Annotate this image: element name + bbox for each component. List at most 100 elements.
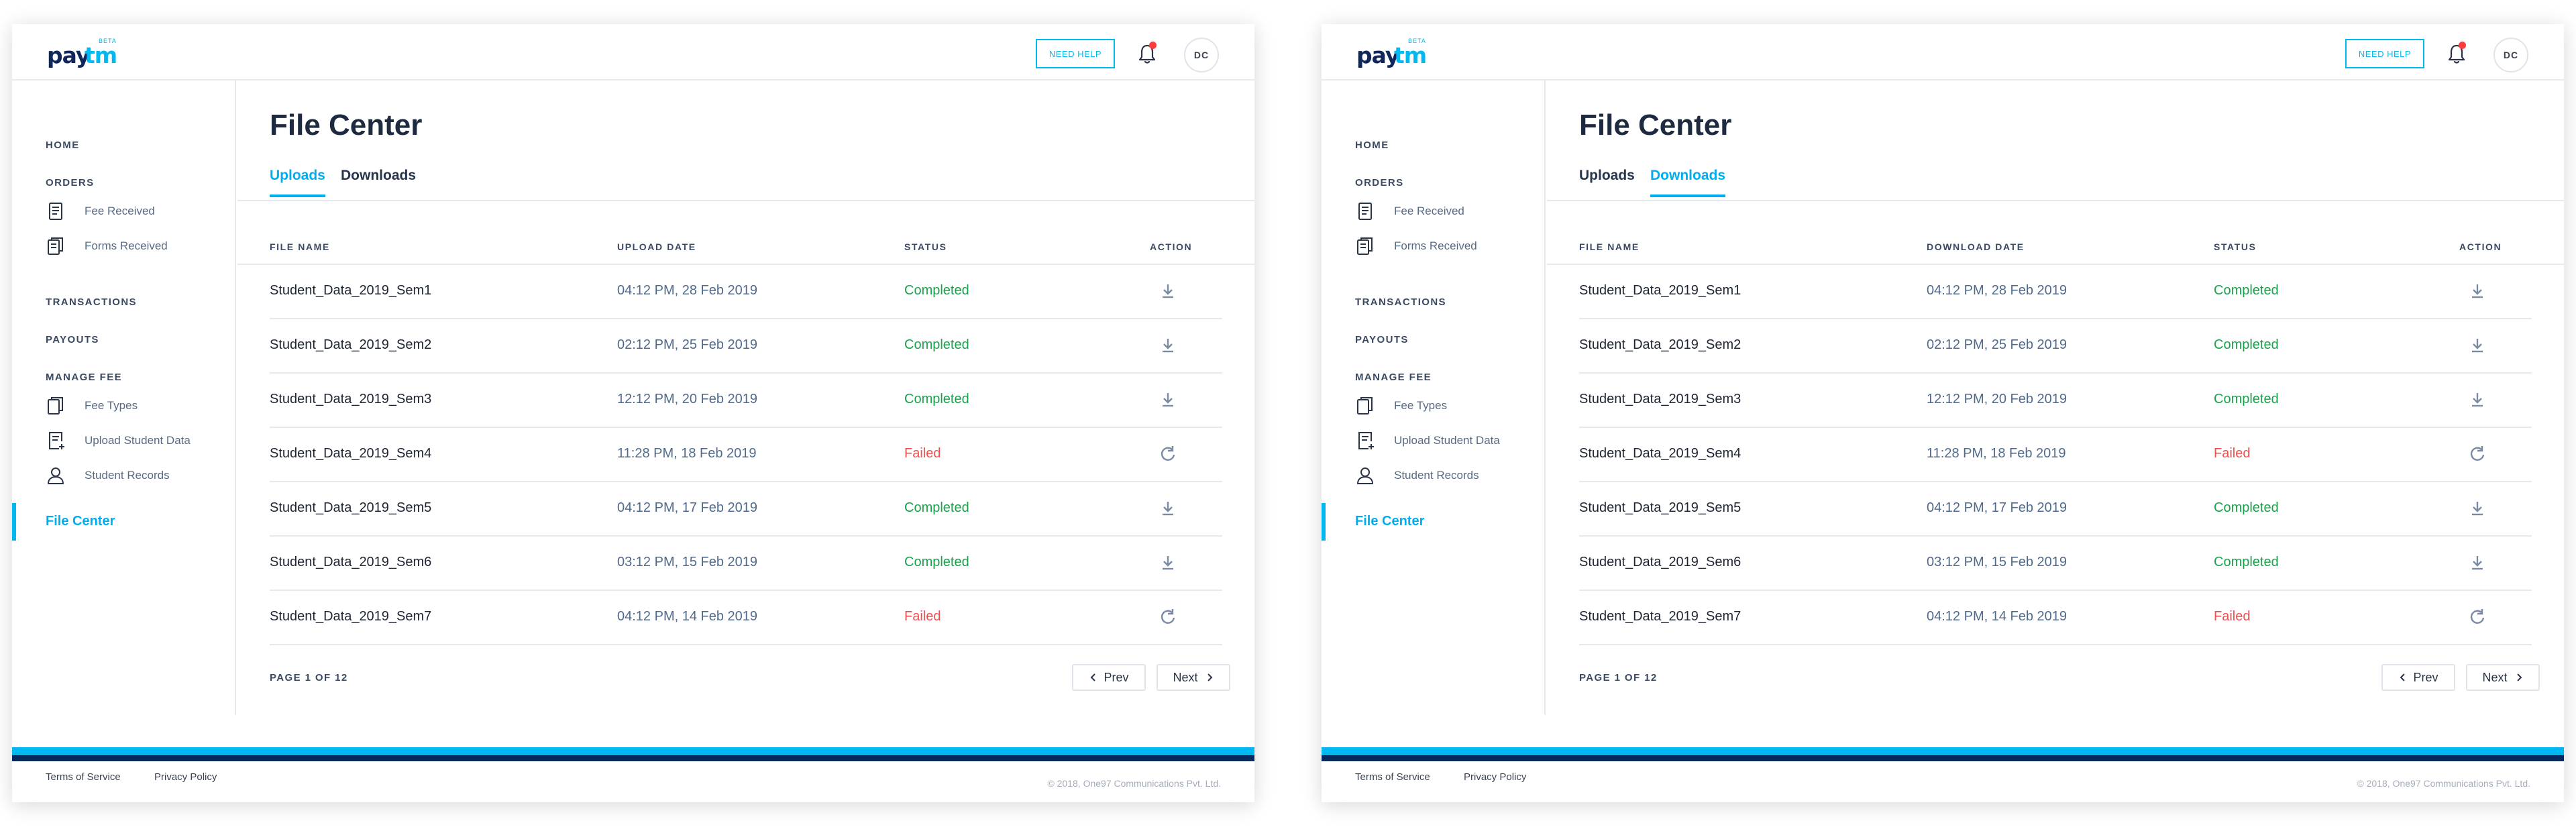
paytm-logo[interactable]: pay tm BETA bbox=[1356, 38, 1437, 71]
download-button[interactable] bbox=[1158, 498, 1178, 518]
download-button[interactable] bbox=[2467, 498, 2487, 518]
sidebar-item-fee-types[interactable]: Fee Types bbox=[46, 394, 138, 417]
download-button[interactable] bbox=[1158, 335, 1178, 355]
sidebar-section-manage-fee[interactable]: MANAGE FEE bbox=[46, 372, 123, 383]
main-content: File Center Uploads Downloads FILE NAME … bbox=[237, 80, 1254, 715]
sidebar-item-label: Fee Types bbox=[1394, 399, 1448, 412]
sidebar-item-file-center[interactable]: File Center bbox=[1322, 503, 1546, 541]
tab-downloads[interactable]: Downloads bbox=[341, 168, 417, 183]
table-row: Student_Data_2019_Sem2 02:12 PM, 25 Feb 2… bbox=[1579, 319, 2532, 374]
sidebar-item-fee-received[interactable]: Fee Received bbox=[46, 200, 155, 223]
privacy-policy-link[interactable]: Privacy Policy bbox=[154, 771, 217, 783]
prev-page-button[interactable]: Prev bbox=[1072, 664, 1146, 691]
privacy-policy-link[interactable]: Privacy Policy bbox=[1464, 771, 1527, 783]
next-page-button[interactable]: Next bbox=[1157, 664, 1230, 691]
header-divider bbox=[1547, 264, 2564, 265]
date-cell: 04:12 PM, 17 Feb 2019 bbox=[617, 500, 758, 515]
sidebar-item-forms-received[interactable]: Forms Received bbox=[46, 235, 168, 258]
sidebar-item-label: Upload Student Data bbox=[85, 434, 191, 447]
upload-document-icon bbox=[49, 432, 64, 449]
file-name-cell: Student_Data_2019_Sem7 bbox=[270, 609, 432, 624]
terms-of-service-link[interactable]: Terms of Service bbox=[46, 771, 121, 783]
sidebar-item-label: Fee Types bbox=[85, 399, 138, 412]
receipt-icon bbox=[1358, 203, 1372, 220]
tab-uploads[interactable]: Uploads bbox=[270, 168, 325, 197]
page-title: File Center bbox=[270, 109, 423, 142]
next-page-button[interactable]: Next bbox=[2466, 664, 2540, 691]
column-header-file-name: FILE NAME bbox=[270, 241, 330, 252]
date-cell: 02:12 PM, 25 Feb 2019 bbox=[1927, 337, 2068, 352]
prev-page-button[interactable]: Prev bbox=[2381, 664, 2455, 691]
download-icon bbox=[2472, 339, 2483, 353]
sidebar-item-forms-received[interactable]: Forms Received bbox=[1355, 235, 1477, 258]
sidebar-section-transactions[interactable]: TRANSACTIONS bbox=[46, 296, 137, 308]
download-icon bbox=[1163, 284, 1173, 298]
download-icon bbox=[1163, 393, 1173, 407]
sidebar-item-student-records[interactable]: Student Records bbox=[46, 464, 170, 487]
sidebar-item-label: File Center bbox=[1355, 514, 1425, 529]
retry-button[interactable] bbox=[1158, 607, 1178, 627]
download-button[interactable] bbox=[2467, 335, 2487, 355]
notifications-bell-icon[interactable] bbox=[1134, 40, 1161, 67]
top-bar: pay tm BETA NEED HELP DC bbox=[12, 24, 1254, 80]
table-row: Student_Data_2019_Sem5 04:12 PM, 17 Feb 2… bbox=[1579, 482, 2532, 537]
need-help-button[interactable]: NEED HELP bbox=[1036, 39, 1115, 68]
status-cell: Completed bbox=[2214, 500, 2279, 515]
sidebar-item-upload-student-data[interactable]: Upload Student Data bbox=[1355, 429, 1500, 452]
file-name-cell: Student_Data_2019_Sem3 bbox=[1579, 392, 1741, 406]
retry-button[interactable] bbox=[1158, 444, 1178, 464]
download-button[interactable] bbox=[2467, 390, 2487, 410]
column-header-status: STATUS bbox=[904, 241, 947, 252]
download-button[interactable] bbox=[2467, 553, 2487, 573]
sidebar-item-home[interactable]: HOME bbox=[1355, 140, 1389, 151]
tabs-divider bbox=[1547, 200, 2564, 201]
download-button[interactable] bbox=[1158, 390, 1178, 410]
status-cell: Completed bbox=[904, 337, 969, 352]
need-help-button[interactable]: NEED HELP bbox=[2345, 39, 2424, 68]
sidebar-item-label: File Center bbox=[46, 514, 115, 529]
file-center-window-uploads: pay tm BETA NEED HELP DC HOME ORDERS bbox=[12, 24, 1254, 802]
sidebar-section-orders[interactable]: ORDERS bbox=[46, 177, 95, 188]
sidebar-item-file-center[interactable]: File Center bbox=[12, 503, 236, 541]
file-name-cell: Student_Data_2019_Sem2 bbox=[1579, 337, 1741, 352]
terms-of-service-link[interactable]: Terms of Service bbox=[1355, 771, 1430, 783]
documents-icon bbox=[48, 397, 63, 415]
sidebar-section-payouts[interactable]: PAYOUTS bbox=[46, 334, 99, 345]
active-indicator bbox=[1322, 503, 1326, 541]
status-cell: Completed bbox=[2214, 555, 2279, 569]
file-name-cell: Student_Data_2019_Sem6 bbox=[270, 555, 432, 569]
sidebar-item-upload-student-data[interactable]: Upload Student Data bbox=[46, 429, 191, 452]
chevron-left-icon bbox=[1091, 673, 1096, 681]
download-button[interactable] bbox=[1158, 553, 1178, 573]
sidebar: HOME ORDERS Fee Received Forms Re bbox=[12, 80, 236, 715]
status-cell: Completed bbox=[2214, 392, 2279, 406]
sidebar-item-home[interactable]: HOME bbox=[46, 140, 80, 151]
notifications-bell-icon[interactable] bbox=[2443, 40, 2470, 67]
tab-downloads[interactable]: Downloads bbox=[1650, 168, 1726, 197]
column-header-date: UPLOAD DATE bbox=[617, 241, 696, 252]
sidebar-section-payouts[interactable]: PAYOUTS bbox=[1355, 334, 1409, 345]
sidebar-section-orders[interactable]: ORDERS bbox=[1355, 177, 1404, 188]
retry-button[interactable] bbox=[2467, 444, 2487, 464]
table-row: Student_Data_2019_Sem6 03:12 PM, 15 Feb 2… bbox=[270, 537, 1222, 591]
copyright-text: © 2018, One97 Communications Pvt. Ltd. bbox=[1047, 778, 1221, 789]
sidebar-item-fee-received[interactable]: Fee Received bbox=[1355, 200, 1464, 223]
download-button[interactable] bbox=[2467, 281, 2487, 301]
download-icon bbox=[1163, 556, 1173, 570]
paytm-logo[interactable]: pay tm BETA bbox=[47, 38, 127, 71]
download-icon bbox=[1163, 502, 1173, 516]
file-name-cell: Student_Data_2019_Sem5 bbox=[1579, 500, 1741, 515]
sidebar-item-fee-types[interactable]: Fee Types bbox=[1355, 394, 1447, 417]
sidebar-section-manage-fee[interactable]: MANAGE FEE bbox=[1355, 372, 1432, 383]
sidebar-section-transactions[interactable]: TRANSACTIONS bbox=[1355, 296, 1446, 308]
status-cell: Failed bbox=[2214, 609, 2251, 624]
retry-button[interactable] bbox=[2467, 607, 2487, 627]
user-avatar[interactable]: DC bbox=[2493, 38, 2528, 72]
download-button[interactable] bbox=[1158, 281, 1178, 301]
date-cell: 12:12 PM, 20 Feb 2019 bbox=[1927, 392, 2068, 406]
sidebar-item-student-records[interactable]: Student Records bbox=[1355, 464, 1479, 487]
tab-uploads[interactable]: Uploads bbox=[1579, 168, 1635, 183]
status-cell: Completed bbox=[904, 392, 969, 406]
next-label: Next bbox=[1173, 670, 1198, 684]
user-avatar[interactable]: DC bbox=[1184, 38, 1219, 72]
